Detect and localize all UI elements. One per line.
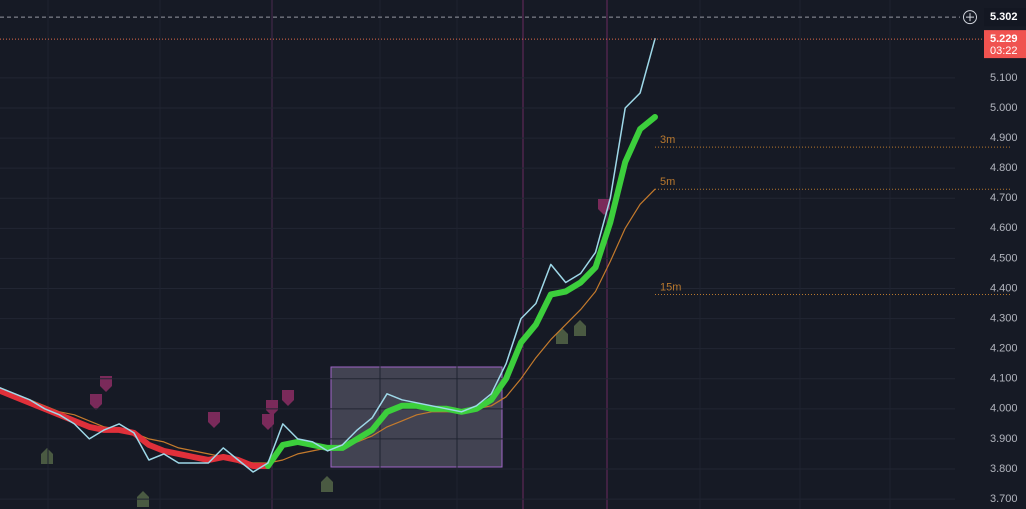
crosshair-label: 5.302	[990, 11, 1018, 23]
signal-flag	[41, 448, 53, 464]
y-tick-label: 4.600	[990, 222, 1018, 234]
y-tick-label: 4.100	[990, 373, 1018, 385]
y-tick-label: 3.800	[990, 463, 1018, 475]
last-price-label: 5.229	[990, 33, 1018, 45]
price-line	[0, 38, 656, 473]
y-tick-label: 4.700	[990, 192, 1018, 204]
signal-flag	[321, 476, 333, 492]
countdown-label: 03:22	[990, 45, 1018, 57]
level-label: 5m	[660, 176, 675, 188]
add-alert-icon	[966, 13, 974, 22]
add-alert-button[interactable]	[963, 10, 977, 25]
y-tick-label: 3.700	[990, 493, 1018, 505]
signal-flag	[208, 412, 220, 428]
signal-flag	[100, 376, 112, 392]
signal-flag	[574, 320, 586, 336]
y-tick-label: 4.000	[990, 403, 1018, 415]
y-tick-label: 5.100	[990, 72, 1018, 84]
y-tick-label: 4.200	[990, 343, 1018, 355]
signal-flag	[266, 400, 278, 416]
y-tick-label: 4.900	[990, 132, 1018, 144]
signal-flag	[262, 414, 274, 430]
y-tick-label: 3.900	[990, 433, 1018, 445]
crosshair-label-box	[984, 8, 1026, 27]
range-box	[330, 366, 503, 468]
y-tick-label: 4.300	[990, 312, 1018, 324]
signal-flag	[282, 390, 294, 406]
y-tick-label: 4.400	[990, 282, 1018, 294]
last-price-box	[984, 30, 1026, 59]
signal-flags	[41, 199, 610, 507]
signal-flag	[90, 394, 102, 410]
y-tick-label: 4.800	[990, 162, 1018, 174]
y-tick-label: 4.500	[990, 252, 1018, 264]
y-tick-label: 5.000	[990, 102, 1018, 114]
level-label: 15m	[660, 281, 681, 293]
level-label: 3m	[660, 134, 675, 146]
